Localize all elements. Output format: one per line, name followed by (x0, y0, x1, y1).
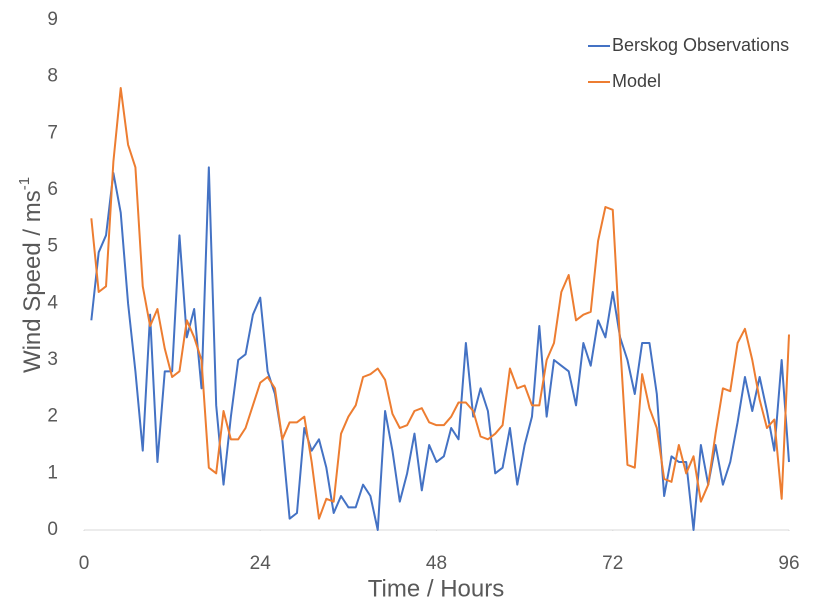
y-axis-label: Wind Speed / ms-1 (16, 177, 46, 373)
x-tick-label: 72 (602, 553, 623, 574)
x-tick-label: 24 (250, 553, 272, 574)
y-tick-label: 3 (47, 349, 58, 370)
y-tick-label: 0 (47, 519, 58, 540)
legend-label: Model (612, 71, 661, 91)
y-tick-label: 8 (47, 66, 58, 87)
x-tick-label: 0 (79, 553, 90, 574)
y-tick-label: 4 (47, 292, 58, 313)
x-tick-label: 96 (778, 553, 799, 574)
legend-label: Berskog Observations (612, 35, 789, 55)
y-tick-label: 9 (47, 9, 58, 30)
y-tick-label: 2 (47, 406, 58, 427)
x-axis-label: Time / Hours (368, 575, 504, 602)
x-tick-label: 48 (426, 553, 447, 574)
y-tick-label: 5 (47, 236, 58, 257)
y-axis-label-text: Wind Speed / ms (19, 190, 46, 373)
line-series (90, 166, 790, 531)
y-tick-label: 1 (47, 462, 58, 483)
y-tick-label: 6 (47, 179, 58, 200)
line-series (90, 87, 790, 520)
y-axis-label-sup: -1 (16, 177, 33, 190)
y-tick-label: 7 (47, 122, 58, 143)
